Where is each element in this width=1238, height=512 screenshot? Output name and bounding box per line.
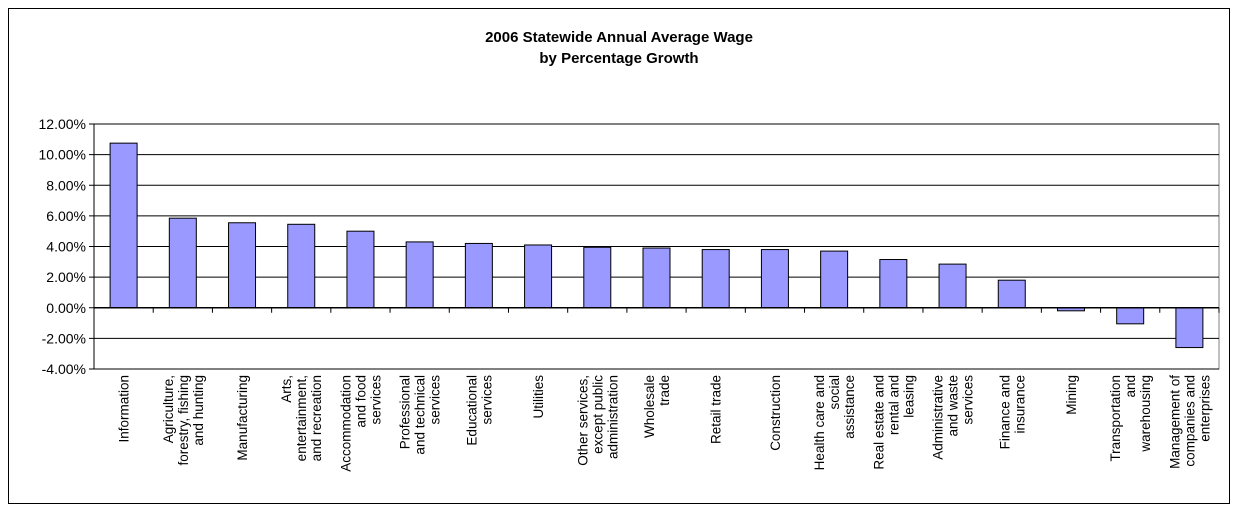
x-category-label-line: Utilities: [531, 375, 546, 419]
x-category-label-line: Agriculture,: [161, 375, 176, 443]
x-category-label-line: services: [428, 375, 443, 425]
x-category-label: Agriculture, forestry, fishing and hunting: [161, 375, 206, 466]
bar: [701, 249, 730, 309]
bar: [642, 247, 671, 309]
bar: [228, 222, 257, 309]
x-category-label-line: Professional: [398, 375, 413, 449]
x-category-label-line: Construction: [768, 375, 783, 451]
x-category-label: Accommodation and food services: [338, 375, 383, 472]
y-tick-label: 6.00%: [46, 208, 86, 224]
x-category-label: Finance and insurance: [997, 375, 1027, 449]
bar: [405, 241, 434, 309]
bar: [583, 246, 612, 309]
x-category-label: Other services, except public administrati…: [575, 375, 620, 466]
x-category-label: Health care and social assistance: [812, 375, 857, 470]
bar: [109, 142, 138, 309]
chart-subtitle: by Percentage Growth: [539, 50, 698, 67]
gridlines: [93, 123, 1220, 370]
x-category-label: Administrative and waste services: [931, 375, 976, 460]
x-category-label-line: Mining: [1064, 375, 1079, 415]
x-category-label-line: and recreation: [309, 375, 324, 461]
bar: [168, 217, 197, 309]
x-category-label-line: Administrative: [931, 375, 946, 460]
x-category-label-line: forestry, fishing: [176, 375, 191, 466]
axes: [89, 123, 1220, 370]
x-category-label-line: services: [961, 375, 976, 425]
x-category-label-line: Information: [117, 375, 132, 443]
bar: [760, 249, 789, 309]
x-category-label-line: Retail trade: [709, 375, 724, 444]
chart-title: 2006 Statewide Annual Average Wage: [485, 29, 753, 46]
y-tick-label: 2.00%: [46, 269, 86, 285]
x-category-label-line: warehousing: [1138, 375, 1153, 453]
bar: [820, 250, 849, 309]
x-category-label-line: trade: [657, 375, 672, 406]
x-category-label-line: Educational: [464, 375, 479, 446]
y-tick-label: -2.00%: [42, 330, 86, 346]
bar: [524, 244, 553, 309]
x-category-label-line: Health care and: [812, 375, 827, 470]
y-axis-ticks: 12.00% 10.00% 8.00% 6.00% 4.00% 2.00% 0.00% -2.…: [39, 116, 86, 377]
x-category-label-line: except public: [590, 375, 605, 454]
x-category-label-line: assistance: [842, 375, 857, 439]
x-category-label-line: Other services,: [575, 375, 590, 466]
x-category-label: Wholesale trade: [642, 375, 672, 438]
bar: [879, 259, 908, 309]
bar: [346, 230, 375, 309]
bar: [1175, 307, 1204, 349]
x-category-label: Retail trade: [709, 375, 724, 444]
x-category-label: Educational services: [464, 375, 494, 446]
bars: [109, 142, 1204, 349]
x-category-label: Construction: [768, 375, 783, 451]
x-category-label: Arts, entertainment, and recreation: [279, 375, 324, 461]
x-category-label: Information: [117, 375, 132, 443]
y-tick-label: 8.00%: [46, 177, 86, 193]
bar: [287, 223, 316, 309]
x-category-label: Transportation and warehousing: [1108, 375, 1153, 462]
y-tick-label: 10.00%: [39, 147, 86, 163]
x-category-label-line: and: [1123, 375, 1138, 398]
bar: [938, 263, 967, 309]
x-category-label-line: administration: [605, 375, 620, 459]
x-category-label-line: Finance and: [997, 375, 1012, 449]
x-category-label-line: entertainment,: [294, 375, 309, 461]
bar: [1116, 307, 1145, 325]
y-tick-label: 4.00%: [46, 239, 86, 255]
chart-frame: [8, 8, 1230, 504]
y-tick-label: 12.00%: [39, 116, 86, 132]
x-category-label-line: Manufacturing: [235, 375, 250, 461]
x-category-label-line: insurance: [1012, 375, 1027, 434]
x-category-label-line: and technical: [413, 375, 428, 455]
x-category-label-line: Real estate and: [871, 375, 886, 470]
y-tick-label: 0.00%: [46, 300, 86, 316]
x-category-label-line: and food: [353, 375, 368, 428]
x-category-label-line: Arts,: [279, 375, 294, 403]
x-category-label-line: Management of: [1167, 375, 1182, 469]
bar: [997, 279, 1026, 309]
x-category-label: Professional and technical services: [398, 375, 443, 455]
x-category-label-line: services: [479, 375, 494, 425]
x-category-label-line: rental and: [886, 375, 901, 435]
x-category-label: Management of companies and enterprises: [1167, 375, 1212, 469]
x-category-label-line: enterprises: [1197, 375, 1212, 442]
x-category-label: Mining: [1064, 375, 1079, 415]
x-category-label-line: services: [368, 375, 383, 425]
y-tick-label: -4.00%: [42, 361, 86, 377]
x-category-label-line: Accommodation: [338, 375, 353, 472]
x-category-label-line: companies and: [1182, 375, 1197, 467]
x-category-label: Utilities: [531, 375, 546, 419]
x-category-label-line: social: [827, 375, 842, 410]
x-category-label-line: Transportation: [1108, 375, 1123, 462]
x-category-label-line: and hunting: [191, 375, 206, 446]
x-category-label-line: and waste: [946, 375, 961, 437]
bar: [464, 242, 493, 309]
x-axis-labels: Information Agriculture, forestry, fishing…: [117, 375, 1213, 472]
x-category-label-line: leasing: [901, 375, 916, 418]
x-category-label: Manufacturing: [235, 375, 250, 461]
x-category-label-line: Wholesale: [642, 375, 657, 438]
x-category-label: Real estate and rental and leasing: [871, 375, 916, 470]
